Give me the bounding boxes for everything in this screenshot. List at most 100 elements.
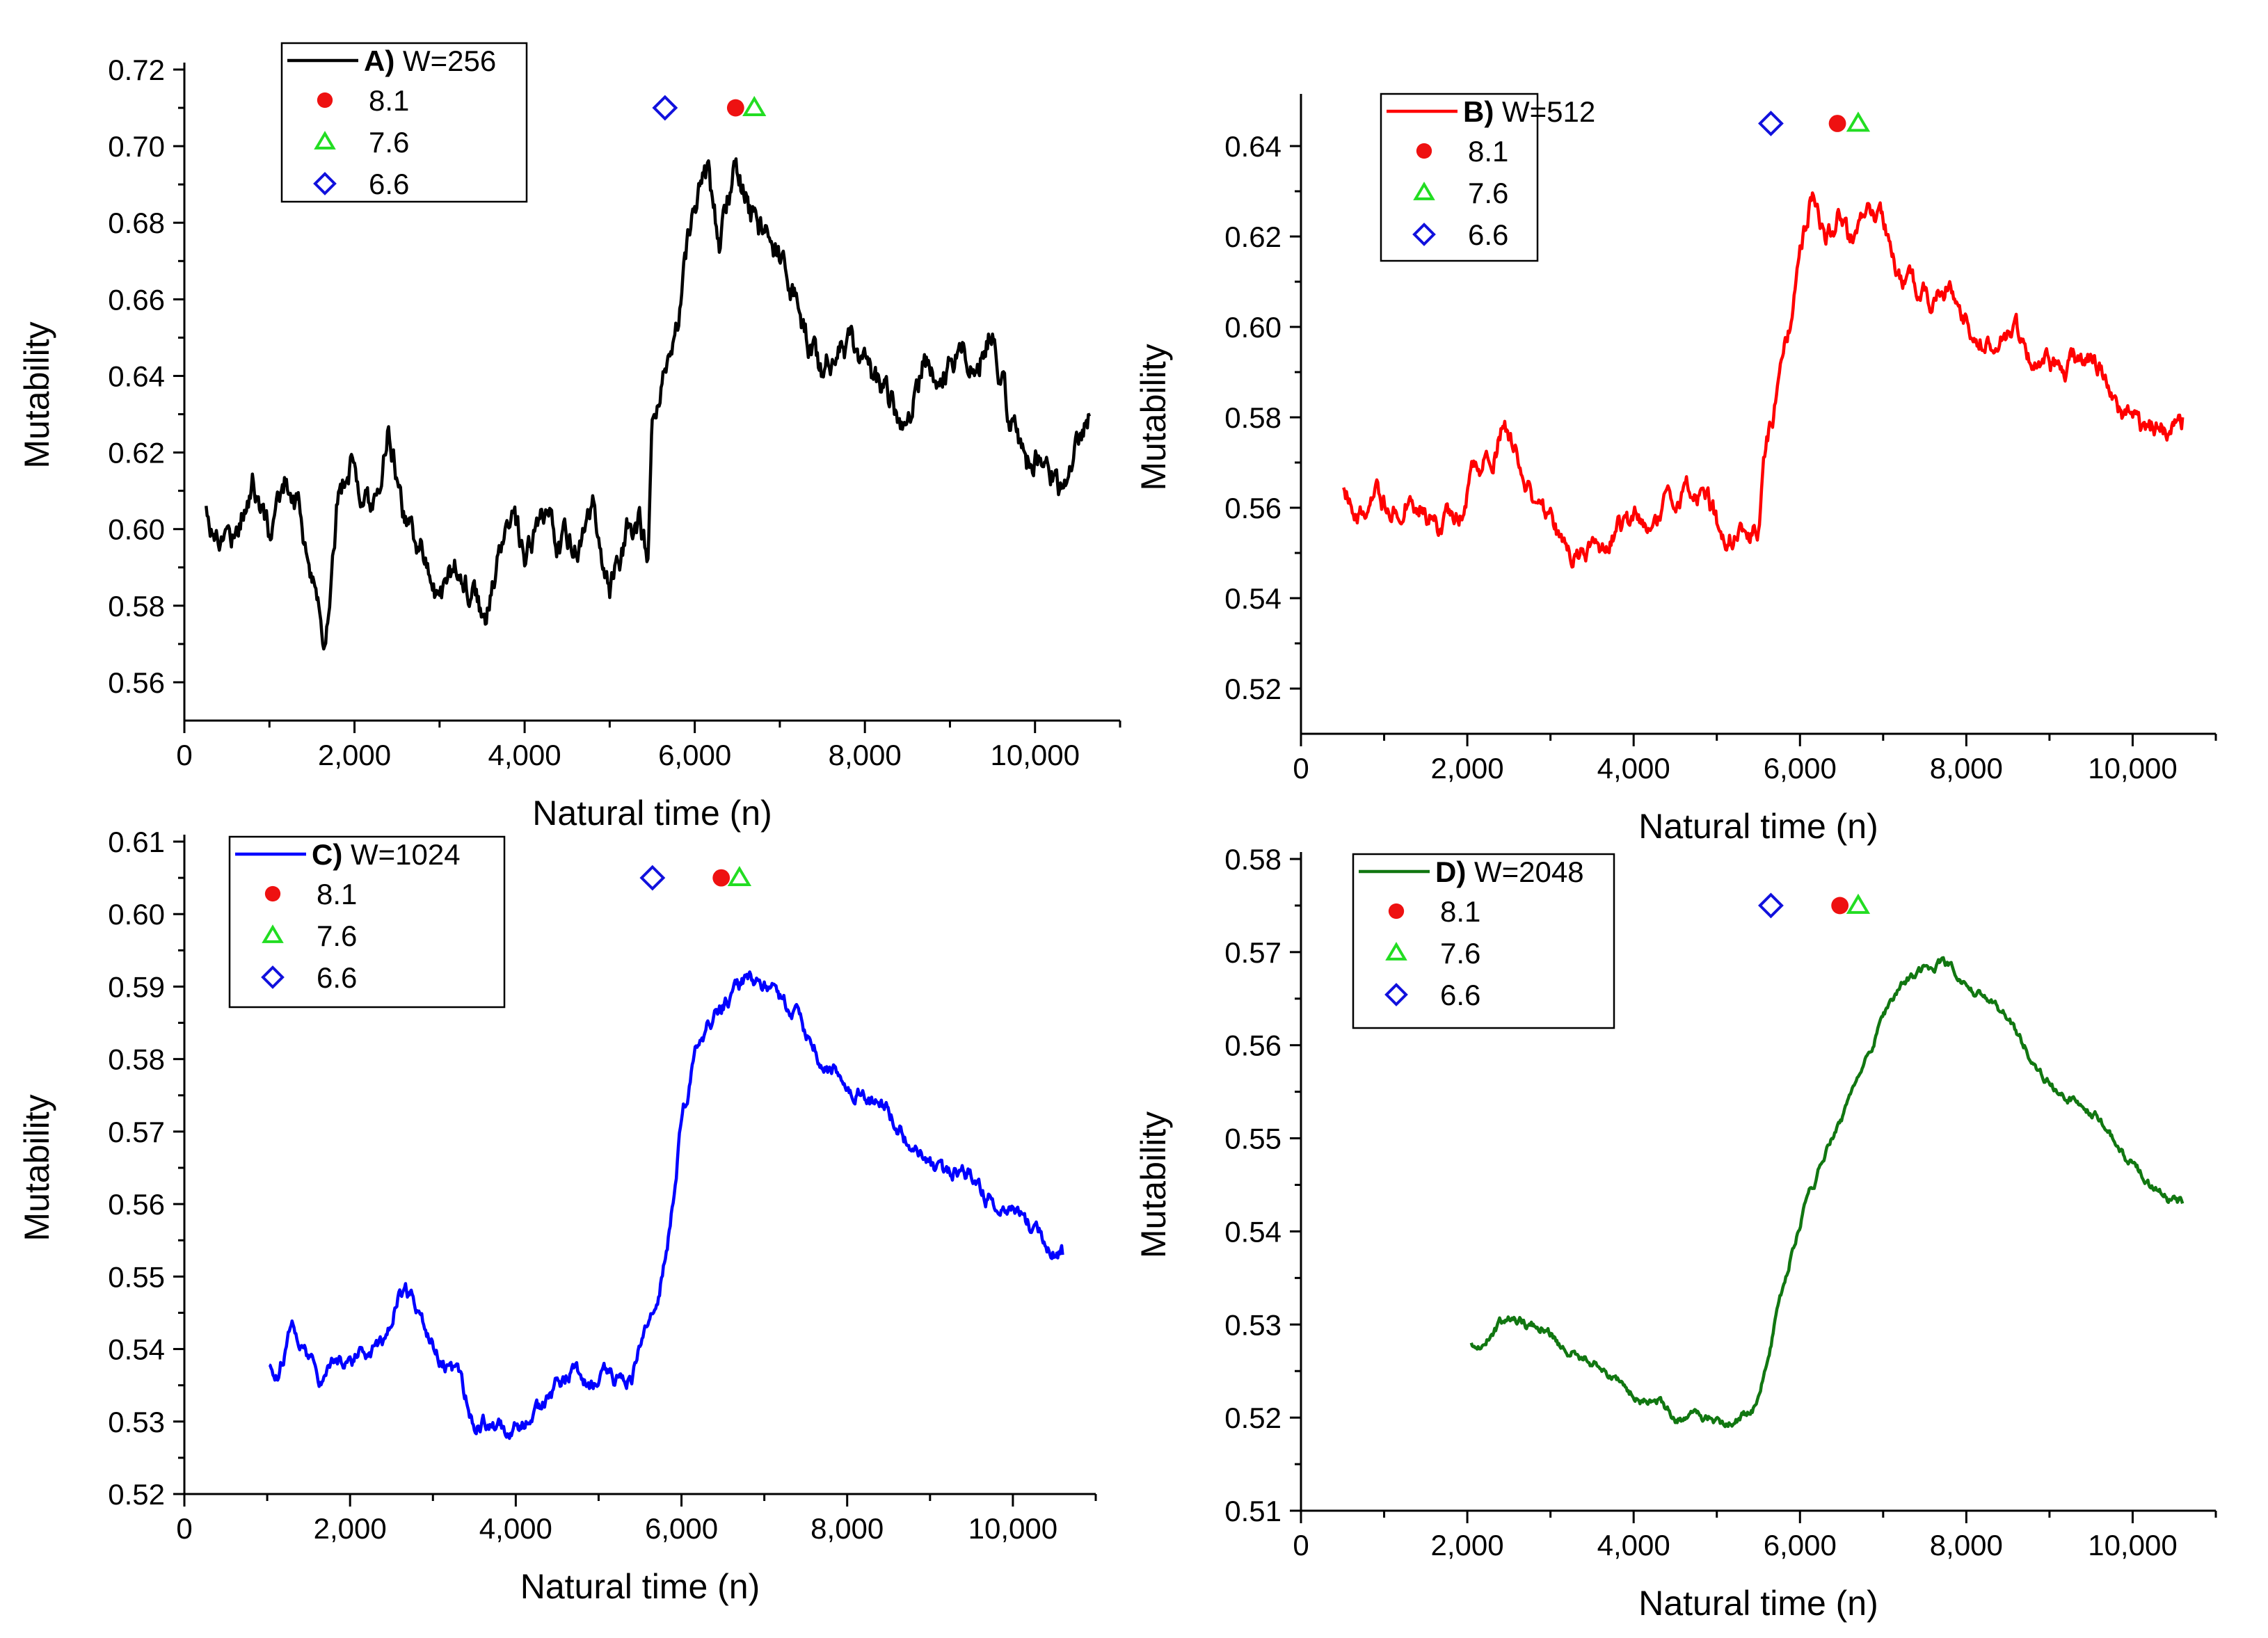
y-tick-label: 0.55 <box>108 1260 165 1293</box>
y-axis-title: Mutability <box>17 1094 56 1241</box>
x-tick-label: 4,000 <box>479 1512 552 1545</box>
y-tick-label: 0.56 <box>108 1188 165 1221</box>
y-tick-label: 0.56 <box>1224 1029 1281 1062</box>
event-marker-8-1 <box>1831 897 1849 915</box>
y-tick-label: 0.54 <box>1224 582 1281 615</box>
y-tick-label: 0.54 <box>1224 1215 1281 1248</box>
event-marker-7-6 <box>742 95 767 116</box>
y-tick-label: 0.60 <box>108 898 165 931</box>
legend-d: D) W=2048 8.1 7.6 6.6 <box>1352 853 1615 1029</box>
y-tick-label: 0.62 <box>108 437 165 469</box>
event-marker-6-6 <box>1758 892 1784 919</box>
y-axis-title: Mutability <box>1134 344 1173 490</box>
legend-marker-8-1 <box>317 92 333 109</box>
x-tick-label: 2,000 <box>1431 1529 1504 1561</box>
legend-label-6-6: 6.6 <box>369 168 409 200</box>
legend-label-7-6: 7.6 <box>1468 177 1508 209</box>
x-tick-label: 10,000 <box>968 1512 1057 1545</box>
legend-marker-6-6 <box>1412 223 1436 246</box>
legend-title: D) W=2048 <box>1435 856 1584 888</box>
legend-a: A) W=256 8.1 7.6 6.6 <box>280 42 528 203</box>
y-tick-label: 0.61 <box>108 826 165 858</box>
y-tick-label: 0.58 <box>108 590 165 623</box>
x-axis-title: Natural time (n) <box>1638 807 1878 846</box>
legend-label-6-6: 6.6 <box>1440 979 1480 1011</box>
y-axis-title: Mutability <box>1134 1111 1173 1258</box>
chart-panel-d: 0.51 0.52 0.53 0.54 0.55 0.56 0.57 0.58 0 2,000 4,… <box>1134 843 2217 1623</box>
x-tick-label: 4,000 <box>1597 752 1670 785</box>
event-marker-6-6 <box>1758 111 1784 136</box>
y-axis-title: Mutability <box>17 321 56 468</box>
x-tick-label: 8,000 <box>829 739 902 771</box>
y-tick-label: 0.52 <box>1224 1402 1281 1434</box>
legend-box <box>228 835 506 1009</box>
x-tick-label: 10,000 <box>990 739 1079 771</box>
y-tick-label: 0.51 <box>1224 1495 1281 1527</box>
legend-title: B) W=512 <box>1463 95 1595 128</box>
legend-marker-7-6 <box>1385 942 1407 961</box>
x-tick-label: 0 <box>176 1512 192 1545</box>
x-tick-label: 8,000 <box>810 1512 884 1545</box>
legend-marker-7-6 <box>262 924 284 943</box>
legend-label-8-1: 8.1 <box>317 878 357 910</box>
y-tick-label: 0.68 <box>108 207 165 239</box>
y-tick-label: 0.53 <box>108 1406 165 1438</box>
x-tick-label: 10,000 <box>2088 1529 2177 1561</box>
legend-box <box>1352 853 1615 1029</box>
y-tick-label: 0.66 <box>108 283 165 316</box>
x-tick-label: 6,000 <box>645 1512 718 1545</box>
x-tick-label: 8,000 <box>1930 752 2003 785</box>
legend-label-7-6: 7.6 <box>317 920 357 952</box>
y-tick-label: 0.52 <box>108 1478 165 1511</box>
legend-c: C) W=1024 8.1 7.6 6.6 <box>228 835 506 1009</box>
y-tick-label: 0.59 <box>108 970 165 1003</box>
series-line-b <box>1342 191 2185 569</box>
x-tick-label: 0 <box>1293 752 1309 785</box>
x-tick-label: 2,000 <box>318 739 391 771</box>
event-marker-6-6 <box>652 95 678 121</box>
event-marker-6-6 <box>639 865 666 891</box>
x-axis-title: Natural time (n) <box>532 794 772 833</box>
y-tick-label: 0.60 <box>108 513 165 546</box>
x-tick-label: 10,000 <box>2088 752 2177 785</box>
event-marker-7-6 <box>727 865 752 887</box>
x-tick-label: 8,000 <box>1930 1529 2003 1561</box>
x-axis-title: Natural time (n) <box>520 1567 760 1606</box>
legend-label-6-6: 6.6 <box>317 961 357 994</box>
chart-panel-a: 0.56 0.58 0.60 0.62 0.64 0.66 0.68 0.70 0.72 0 2,0… <box>17 42 1121 833</box>
legend-label-8-1: 8.1 <box>1440 895 1480 928</box>
series-line-d <box>1469 956 2185 1429</box>
x-tick-label: 6,000 <box>1764 1529 1837 1561</box>
y-tick-label: 0.62 <box>1224 220 1281 253</box>
y-tick-label: 0.55 <box>1224 1123 1281 1155</box>
y-tick-label: 0.64 <box>1224 130 1281 163</box>
y-tick-label: 0.64 <box>108 360 165 392</box>
x-tick-label: 4,000 <box>1597 1529 1670 1561</box>
legend-label-7-6: 7.6 <box>369 126 409 159</box>
legend-box <box>1380 93 1539 262</box>
x-tick-label: 4,000 <box>488 739 561 771</box>
chart-panel-c: 0.52 0.53 0.54 0.55 0.56 0.57 0.58 0.59 0.60 0.61… <box>17 826 1097 1606</box>
event-marker-8-1 <box>1828 115 1846 132</box>
legend-title: A) W=256 <box>364 45 496 77</box>
y-tick-label: 0.60 <box>1224 311 1281 344</box>
event-marker-8-1 <box>726 99 744 117</box>
x-tick-label: 6,000 <box>1764 752 1837 785</box>
legend-b: B) W=512 8.1 7.6 6.6 <box>1380 93 1595 262</box>
chart-panel-b: 0.52 0.54 0.56 0.58 0.60 0.62 0.64 0 2,000 4,000 6… <box>1134 93 2217 846</box>
legend-marker-7-6 <box>314 131 336 150</box>
legend-marker-8-1 <box>264 885 281 902</box>
y-tick-label: 0.53 <box>1224 1308 1281 1341</box>
y-tick-label: 0.56 <box>1224 492 1281 524</box>
legend-marker-8-1 <box>1416 143 1432 159</box>
x-tick-label: 0 <box>1293 1529 1309 1561</box>
x-tick-label: 2,000 <box>1431 752 1504 785</box>
x-tick-label: 0 <box>176 739 192 771</box>
legend-marker-6-6 <box>313 172 337 195</box>
x-tick-label: 6,000 <box>658 739 731 771</box>
y-tick-label: 0.72 <box>108 54 165 86</box>
x-tick-label: 2,000 <box>314 1512 387 1545</box>
legend-marker-8-1 <box>1388 903 1405 920</box>
